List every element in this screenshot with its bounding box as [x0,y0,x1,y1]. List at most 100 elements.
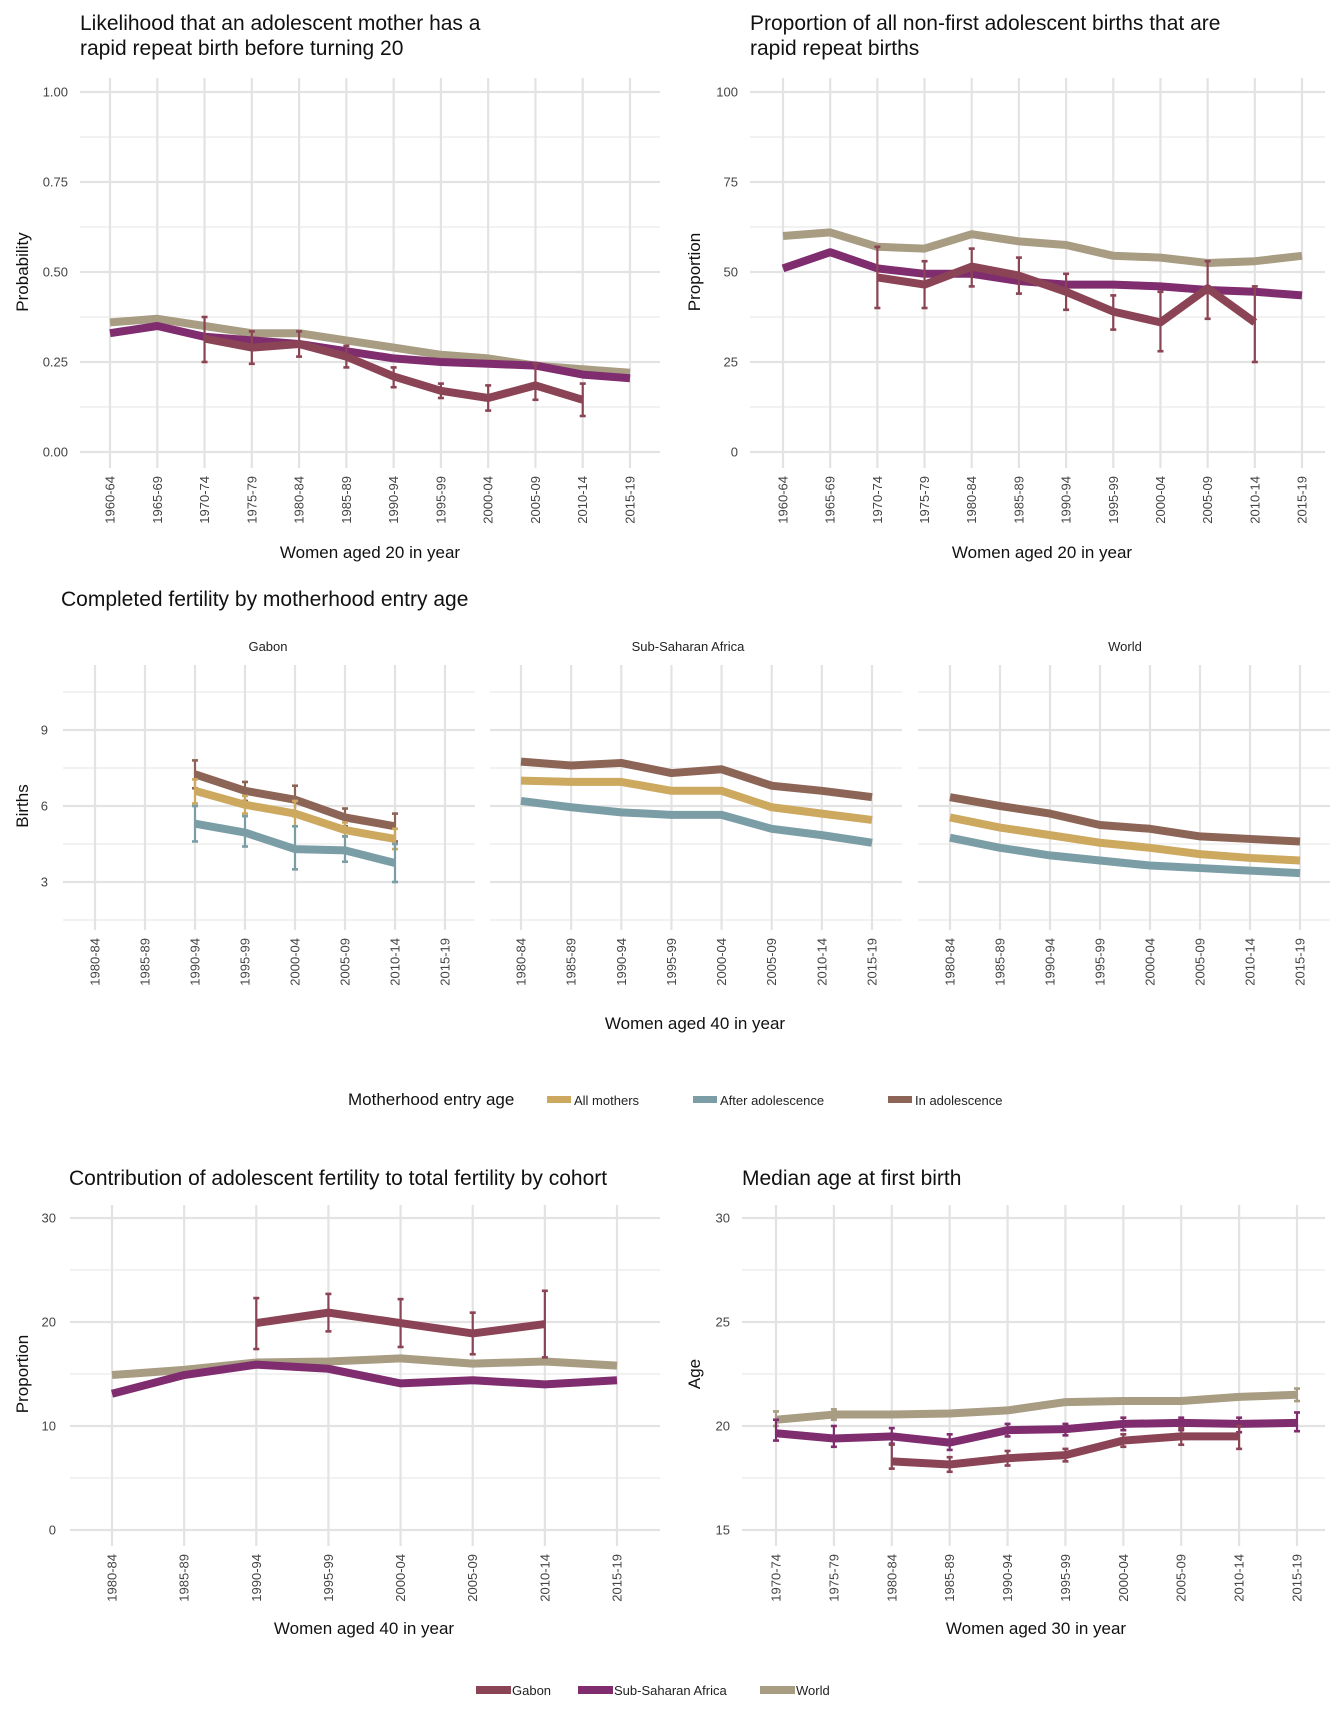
x-tick-label: 1970-74 [870,476,885,524]
x-tick-label: 1985-89 [177,1554,192,1602]
x-tick-label: 2010-14 [388,938,403,986]
facet-sub-saharan-africa: Sub-Saharan Africa 1980-84 1985-89 1990-94 1… [490,639,902,986]
y-tick-label: 6 [41,799,48,814]
x-tick-label: 1990-94 [1043,938,1058,986]
legend-swatch-sub-saharan-africa [578,1686,613,1694]
series-world-line [782,228,1303,267]
x-tick-label: 1975-79 [244,476,259,524]
facet-strip-label: Gabon [248,639,287,654]
y-axis-title: Proportion [13,1335,32,1413]
series-all-mothers-line [949,813,1301,865]
x-tick-label: 1985-89 [564,938,579,986]
series-after-adolescence-line [949,833,1301,878]
x-tick-label: 1995-99 [321,1554,336,1602]
x-tick-label: 2005-09 [528,476,543,524]
y-tick-label: 75 [724,175,738,190]
x-tick-label: 1970-74 [197,476,212,524]
x-tick-label: 1990-94 [614,938,629,986]
x-tick-label: 2005-09 [1174,1554,1189,1602]
legend-swatch-world [760,1686,795,1694]
series-sub-saharan-africa-line [109,322,631,383]
legend-label: After adolescence [720,1093,824,1108]
x-tick-label: 1980-84 [292,476,307,524]
series-all-mothers-line [520,776,873,824]
y-tick-label: 15 [716,1523,730,1538]
series-after-adolescence-line [520,796,873,847]
x-tick-label: 1985-89 [138,938,153,986]
facet-gabon: Gabon 1980-84 1985-89 1990-94 1995-99 2000-04… [63,639,475,986]
x-tick-label: 1980-84 [514,938,529,986]
x-tick-label: 1970-74 [769,1554,784,1602]
y-tick-label: 30 [42,1211,56,1226]
y-tick-label: 9 [41,723,48,738]
x-tick-label: 2010-14 [537,1554,552,1602]
x-axis-title: Women aged 40 in year [605,1014,786,1033]
chart-title: Proportion of all non-first adolescent b… [750,12,1220,35]
x-tick-label: 1995-99 [1106,476,1121,524]
x-tick-label: 1960-64 [103,476,118,524]
x-axis-title: Women aged 30 in year [946,1619,1127,1638]
legend-motherhood-entry-age: Motherhood entry age All mothers After ado… [348,1090,1002,1109]
series-sub-saharan-africa-line [110,1360,618,1398]
x-tick-label: 1985-89 [942,1554,957,1602]
legend-label: Gabon [512,1683,551,1698]
x-tick-label: 1995-99 [1093,938,1108,986]
series-in-adolescence-line [520,757,873,802]
x-tick-label: 2000-04 [1153,476,1168,524]
y-tick-label: 1.00 [43,85,68,100]
y-tick-label: 25 [716,1315,730,1330]
x-axis-title: Women aged 20 in year [952,543,1133,562]
x-tick-label: 1995-99 [1058,1554,1073,1602]
series-world-line [111,1354,618,1380]
x-tick-label: 1980-84 [884,1554,899,1602]
chart-title: Completed fertility by motherhood entry … [61,588,468,611]
x-tick-label: 1990-94 [1000,1554,1015,1602]
y-tick-label: 0.50 [43,265,68,280]
x-tick-label: 2005-09 [338,938,353,986]
x-tick-label: 2015-19 [1290,1554,1305,1602]
x-tick-label: 1985-89 [339,476,354,524]
y-tick-label: 10 [42,1419,56,1434]
y-tick-label: 0.25 [43,355,68,370]
legend-swatch-all-mothers [547,1096,571,1103]
y-axis-title: Births [13,784,32,827]
x-axis-title: Women aged 40 in year [274,1619,455,1638]
x-tick-label: 2000-04 [288,938,303,986]
x-tick-label: 2005-09 [1193,938,1208,986]
x-tick-label: 1960-64 [776,476,791,524]
x-tick-label: 1985-89 [1011,476,1026,524]
chart-title: Contribution of adolescent fertility to … [69,1167,607,1190]
x-tick-label: 1975-79 [826,1554,841,1602]
x-tick-label: 2005-09 [764,938,779,986]
facet-strip-label: Sub-Saharan Africa [632,639,746,654]
x-tick-label: 2015-19 [610,1554,625,1602]
chart-completed-fertility: Completed fertility by motherhood entry … [13,588,1330,1033]
x-tick-label: 2015-19 [865,938,880,986]
chart-title: rapid repeat births [750,37,919,60]
x-tick-label: 2010-14 [1232,1554,1247,1602]
x-tick-label: 2005-09 [1200,476,1215,524]
legend-region: Gabon Sub-Saharan Africa World [476,1683,830,1698]
x-tick-label: 1965-69 [823,476,838,524]
x-tick-label: 1995-99 [238,938,253,986]
x-tick-label: 2000-04 [481,476,496,524]
legend-label: In adolescence [915,1093,1002,1108]
y-tick-label: 0 [731,445,738,460]
x-tick-label: 1980-84 [105,1554,120,1602]
x-tick-label: 1990-94 [386,476,401,524]
series-world-line [775,1390,1298,1424]
chart-adolescent-contribution: Contribution of adolescent fertility to … [13,1167,660,1638]
x-tick-label: 2000-04 [1116,1554,1131,1602]
x-tick-label: 1995-99 [664,938,679,986]
x-tick-label: 2010-14 [814,938,829,986]
facet-world: World 1980-84 1985-89 1990-94 1995-99 2000-04… [918,639,1330,986]
y-tick-label: 3 [41,875,48,890]
chart-rapid-repeat-likelihood: Likelihood that an adolescent mother has… [13,12,660,562]
x-tick-label: 1990-94 [249,1554,264,1602]
y-axis-title: Probability [13,232,32,312]
y-tick-label: 0 [49,1523,56,1538]
x-tick-label: 2015-19 [1293,938,1308,986]
chart-title: Likelihood that an adolescent mother has… [80,12,481,35]
legend-label: Sub-Saharan Africa [614,1683,728,1698]
y-tick-label: 0.00 [43,445,68,460]
